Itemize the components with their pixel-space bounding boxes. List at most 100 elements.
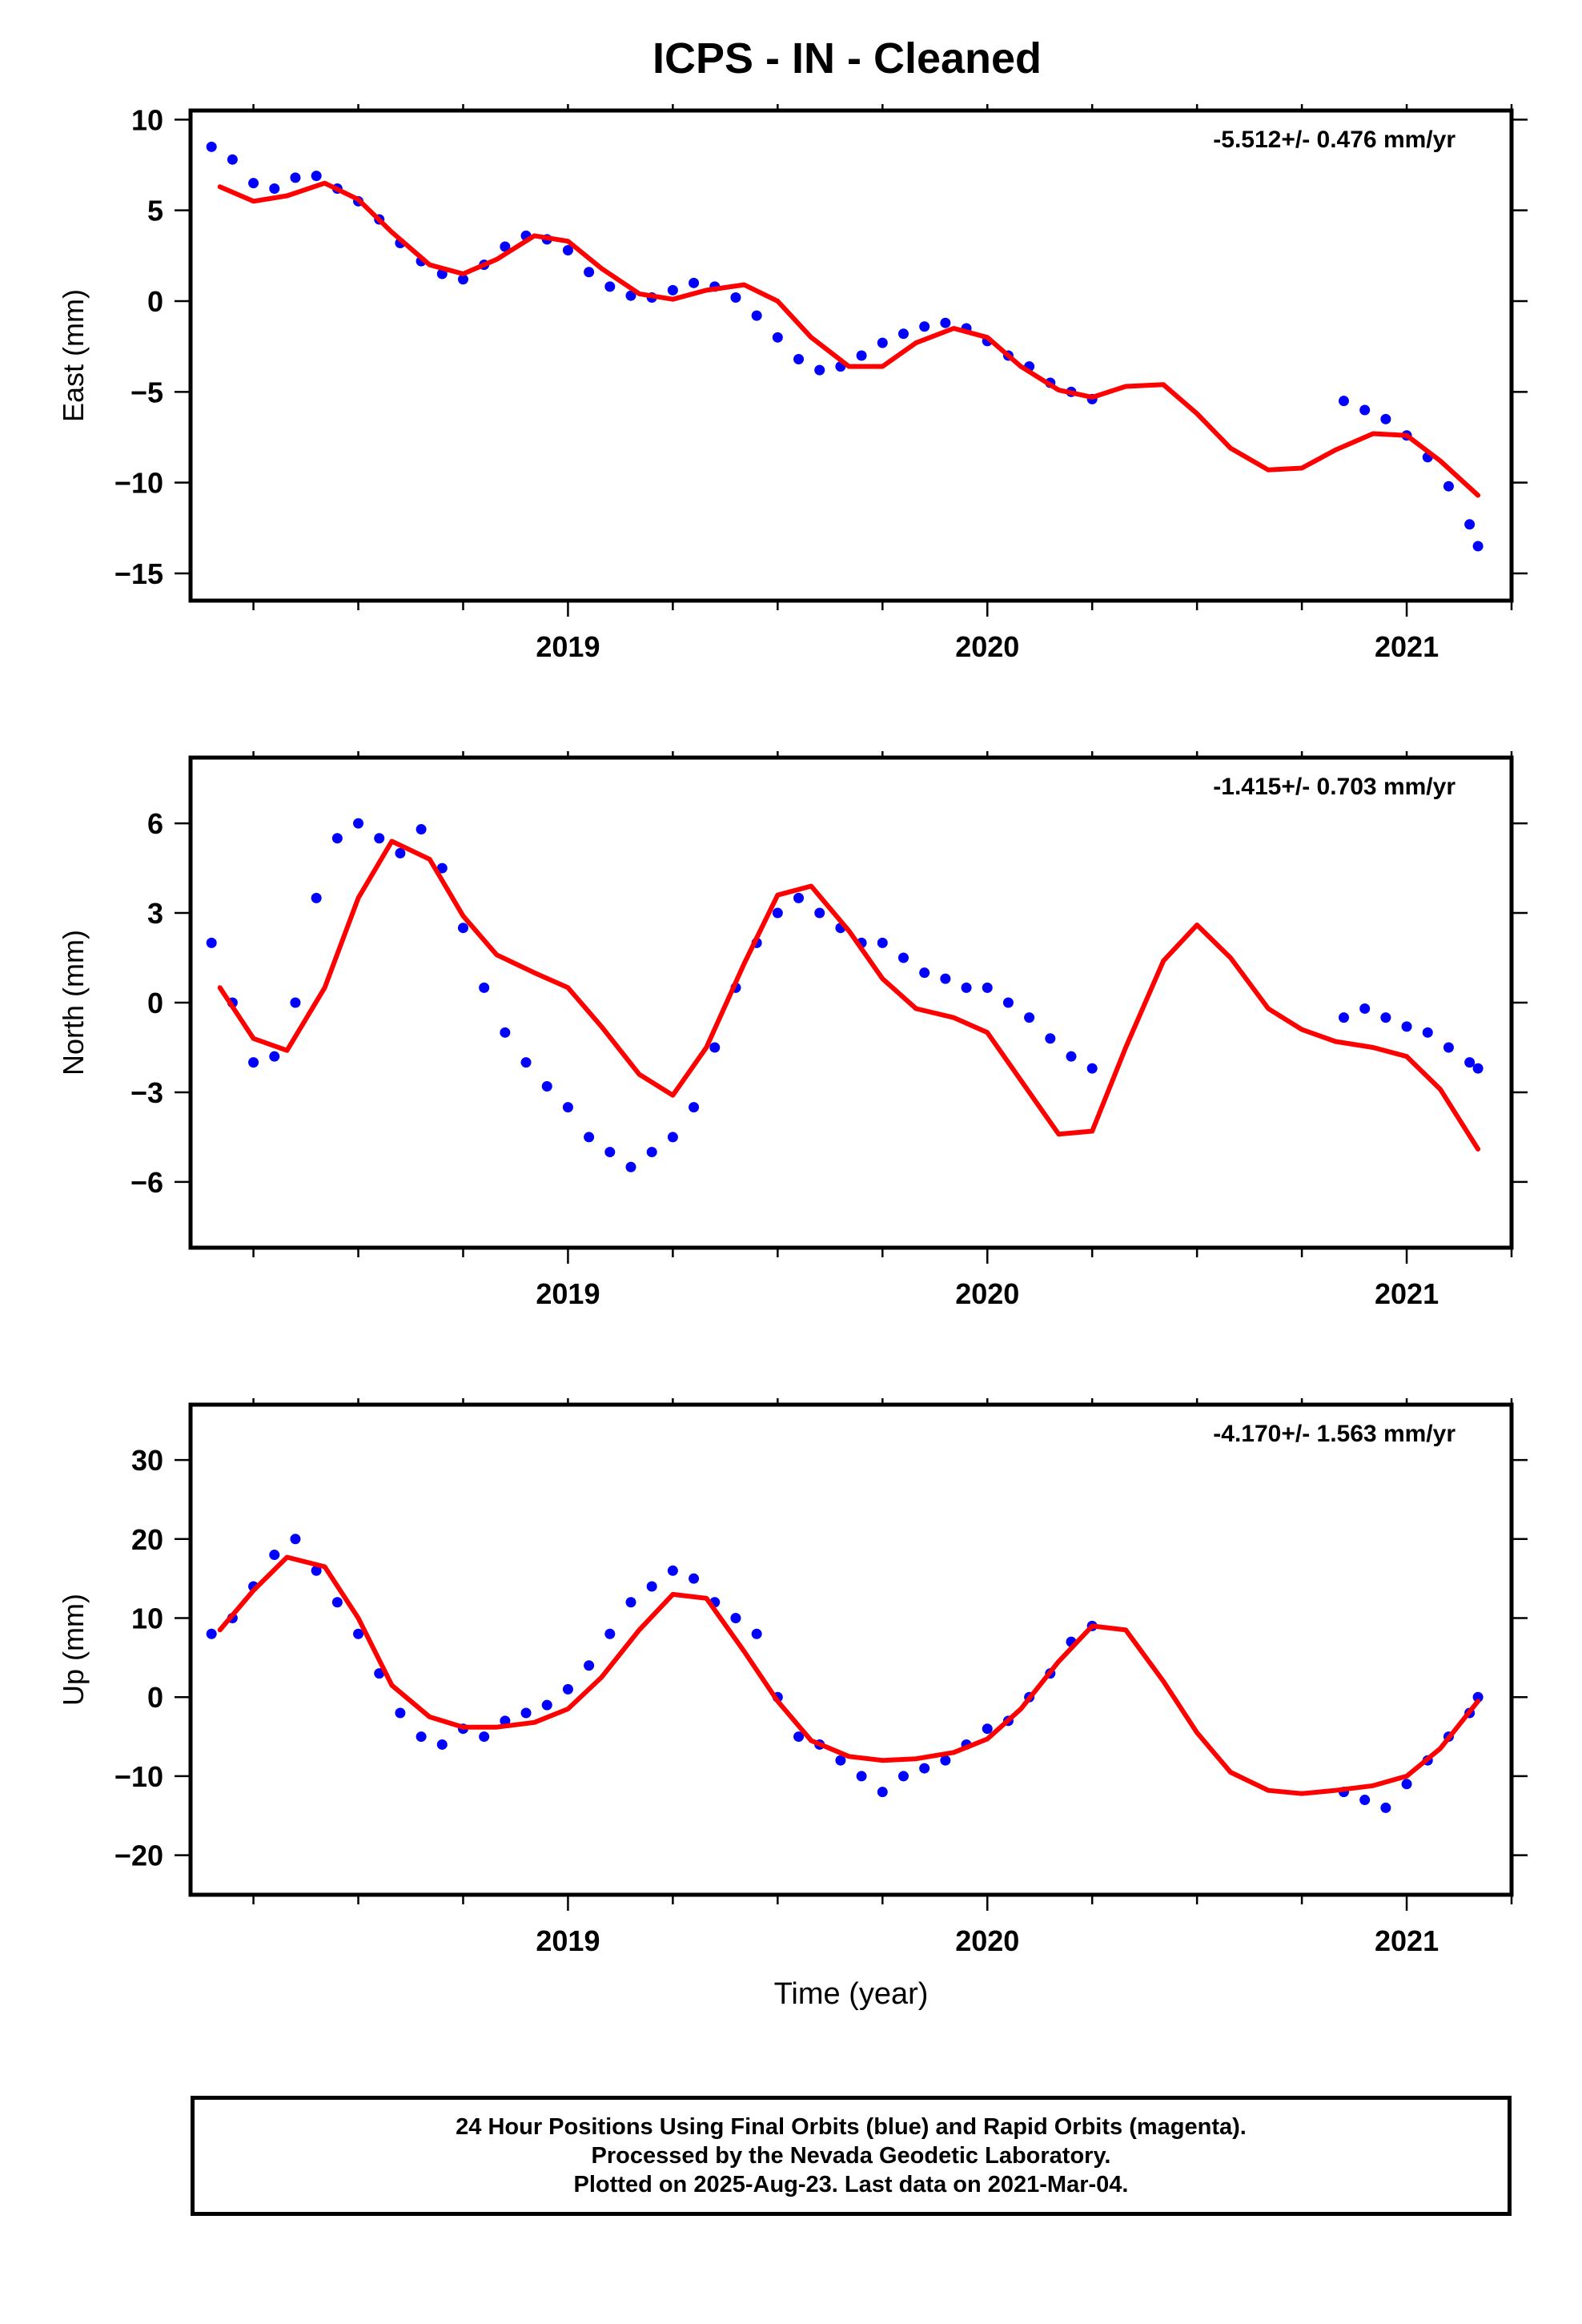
y-tick-label: 3: [147, 897, 163, 930]
y-axis-label: North (mm): [57, 930, 90, 1076]
data-point: [625, 290, 636, 301]
data-point: [772, 332, 783, 343]
y-tick-label: −10: [114, 1760, 163, 1793]
data-point: [689, 277, 700, 288]
data-point: [1086, 1063, 1098, 1074]
y-tick-label: 6: [147, 807, 163, 840]
data-point: [1472, 1691, 1484, 1703]
data-point: [1066, 1051, 1077, 1062]
up-chart: 2019 2020 2021 −20 −10 0 10 20 30 Up (mm) -4.170+/…: [57, 1398, 1528, 2011]
data-point: [1464, 519, 1476, 530]
data-point: [814, 907, 825, 919]
data-point: [1002, 997, 1014, 1008]
data-point: [584, 1660, 595, 1671]
y-tick-label: 5: [147, 195, 163, 227]
y-tick-label: −10: [114, 467, 163, 500]
data-point: [897, 952, 909, 963]
data-point: [1024, 1012, 1035, 1023]
x-tick-label: 2020: [955, 1924, 1019, 1957]
data-point: [1472, 1063, 1484, 1074]
x-tick-label: 2021: [1375, 1277, 1439, 1310]
rate-annotation: -1.415+/- 0.703 mm/yr: [1213, 774, 1456, 800]
data-point: [1401, 1021, 1412, 1032]
data-point: [290, 997, 301, 1008]
data-point: [562, 1683, 573, 1695]
y-tick-label: −6: [130, 1166, 163, 1199]
data-point: [290, 1534, 301, 1545]
x-tick-label: 2021: [1375, 1924, 1439, 1957]
data-point: [940, 1755, 951, 1766]
data-point: [897, 1771, 909, 1782]
data-point: [667, 284, 678, 296]
data-point: [353, 1628, 364, 1639]
y-tick-label: −15: [114, 557, 163, 590]
data-point: [961, 982, 972, 993]
data-point: [919, 321, 930, 332]
data-point: [206, 1628, 217, 1639]
data-point: [353, 818, 364, 829]
east-chart: 2019 2020 2021 −15 −10 −5 0 5 10 East (mm) -5.512+…: [57, 104, 1528, 663]
data-point: [793, 354, 805, 365]
y-tick-label: 30: [131, 1444, 163, 1477]
plot-frame: [188, 1402, 1514, 1897]
data-point: [646, 1147, 657, 1158]
data-point: [520, 1707, 532, 1719]
data-point: [1380, 413, 1391, 424]
y-tick-label: −5: [130, 376, 163, 408]
y-tick-label: −20: [114, 1839, 163, 1872]
data-point: [751, 310, 762, 321]
data-point: [500, 241, 511, 252]
data-point: [1338, 1012, 1349, 1023]
data-point: [206, 141, 217, 152]
data-point: [919, 967, 930, 979]
data-point: [584, 1132, 595, 1143]
y-tick-label: 20: [131, 1523, 163, 1556]
data-point: [604, 1147, 616, 1158]
data-point: [646, 1581, 657, 1592]
data-point: [772, 907, 783, 919]
footer-line: Plotted on 2025-Aug-23. Last data on 202…: [573, 2172, 1129, 2197]
data-point: [374, 833, 385, 844]
data-point: [479, 982, 490, 993]
data-point: [1401, 1779, 1412, 1790]
footer-line: 24 Hour Positions Using Final Orbits (bl…: [456, 2114, 1247, 2140]
data-point: [395, 847, 406, 858]
y-axis-label: East (mm): [57, 289, 90, 422]
data-point: [793, 892, 805, 903]
data-point: [856, 1771, 867, 1782]
x-axis-label: Time (year): [774, 1977, 929, 2011]
model-line: [217, 180, 1481, 498]
chart-title: ICPS - IN - Cleaned: [652, 34, 1042, 82]
data-point: [248, 1057, 259, 1068]
data-point: [562, 1102, 573, 1113]
x-tick-label: 2021: [1375, 630, 1439, 663]
data-point: [395, 1707, 406, 1719]
up-panel: 2019 2020 2021 −20 −10 0 10 20 30 Up (mm) -4.170+/…: [0, 1398, 1582, 2055]
y-tick-label: 0: [147, 285, 163, 318]
data-point: [604, 1628, 616, 1639]
data-point: [1472, 541, 1484, 552]
data-point: [625, 1597, 636, 1608]
data-point: [479, 1731, 490, 1743]
plot-frame: [188, 108, 1514, 603]
footer-line: Processed by the Nevada Geodetic Laborat…: [591, 2143, 1111, 2169]
data-point: [436, 862, 448, 874]
north-chart: 2019 2020 2021 −6 −3 0 3 6 North (mm) -1.415+/- 0…: [57, 751, 1528, 1310]
north-panel: 2019 2020 2021 −6 −3 0 3 6 North (mm) -1.415+/- 0…: [0, 751, 1582, 1408]
data-point: [227, 154, 238, 165]
x-tick-label: 2020: [955, 630, 1019, 663]
data-point: [1338, 396, 1349, 407]
x-tick-label: 2019: [536, 1277, 600, 1310]
data-point: [584, 267, 595, 278]
data-point: [877, 937, 888, 948]
data-point: [290, 172, 301, 183]
data-point: [1443, 480, 1454, 492]
data-point: [269, 1550, 280, 1561]
data-point: [562, 245, 573, 256]
data-point: [897, 328, 909, 340]
data-point: [374, 1668, 385, 1679]
data-point: [1045, 1033, 1056, 1044]
data-point: [667, 1565, 678, 1576]
data-point: [1359, 1003, 1371, 1014]
data-point: [457, 274, 468, 285]
